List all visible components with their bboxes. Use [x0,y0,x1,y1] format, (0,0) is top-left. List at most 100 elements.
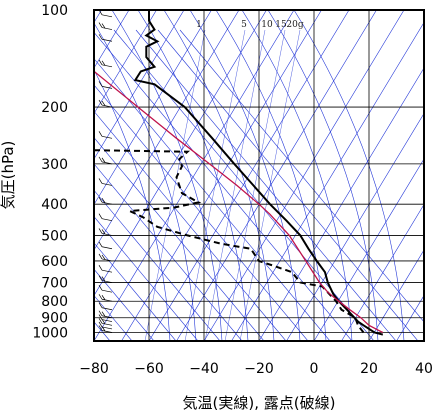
dry-adiabat-line [94,242,177,341]
dry-adiabat-line [94,31,353,341]
wind-barb-staff [101,27,113,30]
y-tick-label: 200 [41,100,68,116]
x-tick-label: −80 [79,361,109,377]
x-tick-label: −60 [134,361,164,377]
wind-barb [98,178,113,186]
mixing-ratio-line [184,29,246,341]
wind-barb-flag [98,294,103,300]
isotherm-line [94,10,267,297]
wind-barb-flag [98,325,103,331]
wind-barb-flag [98,156,103,163]
wind-barb-flag [98,264,103,271]
wind-barb [98,285,113,293]
wind-barb-staff [101,183,113,186]
mixing-ratio-label: 5 [241,20,247,30]
moist-adiabat-line [189,10,301,341]
moist-adiabat-line [267,10,379,341]
wind-barb [98,59,113,68]
mixing-ratio-line [204,29,266,341]
isotherm-line [313,158,424,341]
wind-barb [98,34,113,42]
y-tick-label: 600 [41,254,68,270]
x-tick-label: −20 [244,361,274,377]
y-tick-label: 700 [41,276,68,292]
dry-adiabat-line [179,29,424,323]
isotherm-line [94,10,295,341]
wind-barb-flag [98,213,103,219]
dry-adiabat-line [94,189,221,341]
wind-barb-flag [98,228,103,234]
wind-barb-flag [98,99,103,106]
mixing-ratio-label: 1 [196,20,202,30]
wind-barb-flag [98,81,103,87]
wind-barb-staff [101,326,113,330]
wind-barb-flag [101,100,106,106]
y-tick-label: 900 [41,311,68,327]
y-tick-label: 500 [41,228,68,244]
y-axis-title: 気圧(hPa) [0,141,17,210]
isotherm-line [341,203,424,341]
wind-barb-staff [101,201,113,205]
mixing-ratio-line [239,29,301,341]
x-tick-label: 20 [360,361,378,377]
x-tick-label: −40 [189,361,219,377]
wind-barbs [98,9,113,333]
wind-barb-staff [101,319,113,322]
wind-barb-staff [101,258,113,262]
series-layer [94,10,384,336]
y-tick-label: 800 [41,294,68,310]
wind-barb [98,228,113,236]
dry-adiabat-line [94,216,199,341]
label-layer: −80 −60 −40 −20 0 20 40 100 200 300 400 500 600 700 80… [32,3,433,377]
wind-barb [98,196,113,205]
wind-barb-flag [101,229,106,235]
isotherm-line [258,67,424,341]
dry-adiabat-line [94,84,309,341]
wind-barb-staff [101,64,113,68]
wind-barb-flag [98,302,103,308]
wind-barb-flag [98,34,103,40]
wind-barb-staff [101,307,113,311]
wind-barb-flag [98,318,103,324]
mixing-ratio-label: 20g [286,20,303,30]
x-tick-label: 40 [415,361,433,377]
isotherm-line [94,10,240,251]
wind-barb [98,99,113,108]
isotherm-line [94,10,185,160]
isotherm-line [94,10,130,69]
wind-barb [98,294,113,302]
grid-layer [94,10,424,341]
wind-barb-flag [98,178,103,184]
wind-barb-staff [101,315,113,319]
wind-barb [98,318,113,326]
isotherm-line [231,21,424,341]
wind-barb [98,156,113,165]
parcel-line [94,70,384,334]
wind-barb-staff [101,298,113,302]
wind-barb-staff [101,86,113,89]
wind-barb-flag [98,196,103,203]
y-tick-label: 100 [41,3,68,19]
dry-adiabat-line [94,137,265,341]
y-tick-label: 300 [41,157,68,173]
wind-barb [98,264,113,273]
mixing-ratio-label: 10 [261,20,273,30]
wind-barb-flag [101,295,106,300]
wind-barb-flag [101,254,106,260]
dry-adiabat-line [94,58,331,341]
dry-adiabat-line [157,29,419,341]
wind-barb-flag [101,23,106,29]
isotherm-line [94,10,157,115]
moist-adiabat-line [241,10,353,341]
wind-barb-staff [101,233,113,236]
moist-adiabat-line [137,10,249,341]
wind-barb-flag [98,131,103,137]
wind-barb-staff [101,38,113,42]
wind-barb [98,275,113,283]
wind-barb [98,81,113,89]
wind-barb-flag [101,311,106,317]
wind-barb-flag [98,22,103,28]
wind-barb-flag [98,275,103,281]
wind-barb-staff [101,135,113,139]
wind-barb-flag [101,276,106,282]
